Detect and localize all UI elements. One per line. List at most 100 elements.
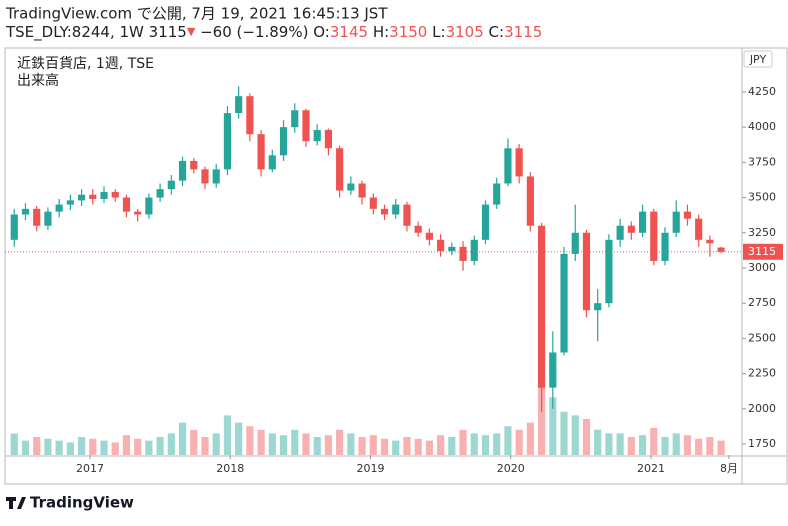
frame [4,47,788,485]
candle-body [324,129,333,149]
y-tick-label: 1750 [748,437,776,450]
candle-body [380,208,389,215]
candle-body [414,225,422,233]
volume-bar [504,426,512,455]
candle-body [156,189,164,198]
volume-bar [21,440,30,455]
volume-bar [392,440,400,455]
volume-bar [627,437,635,455]
candle-body [717,247,725,252]
candle-body [358,183,366,198]
candle-body [167,180,175,190]
volume-bar [302,433,310,455]
candle-body [302,110,310,142]
candle-body [291,110,299,128]
symbol: TSE_DLY:8244, 1W [5,23,144,42]
candle-body [616,225,624,240]
candle-body [493,183,501,205]
arrow: ▼ [187,25,196,38]
volume-bar [358,437,366,455]
volume-bar [414,438,422,455]
volume-bar [145,440,153,455]
candle-body [437,239,445,252]
volume-bar [560,411,568,455]
brand: TradingView [30,494,134,512]
candle-body [683,211,692,219]
l-value: 3105 [446,23,484,41]
candle-body [134,211,142,215]
candle-body [33,208,41,226]
y-tick-label: 3750 [748,155,776,168]
volume-bar [369,435,377,455]
volume-bar [235,422,243,455]
candle-body [235,96,243,114]
candle-body [145,197,153,215]
candle-body [392,204,400,215]
x-tick-label: 2020 [497,462,525,475]
volume-bar [10,433,18,455]
volume-bar [706,437,714,455]
candle-body [66,200,74,205]
volume-bar [336,429,344,455]
y-tick-label: 4250 [748,85,776,98]
volume-bar [526,422,534,455]
candle-body [504,148,512,184]
volume-bar [425,440,433,455]
volume-bar [481,435,490,455]
volume-bar [313,437,321,455]
volume-bar [683,435,692,455]
c-value: 3115 [504,23,542,41]
h-value: 3150 [389,23,427,41]
volume-bar [122,435,131,455]
candle-body [650,211,658,261]
currency-box[interactable] [743,50,773,68]
candle-body [706,239,714,244]
candle-body [526,176,534,226]
candle-body [627,225,635,233]
last: 3115 [149,23,187,41]
candle-body [549,352,557,388]
y-tick-label: 3250 [748,226,776,239]
volume-bar [493,433,501,455]
x-tick-label: 2019 [356,462,384,475]
y-tick-label: 2000 [748,402,776,415]
volume-bar [470,433,478,455]
candle-body [515,148,523,177]
candle-body [638,211,647,233]
x-tick-label: 8月 [720,462,738,475]
volume-bar [178,422,187,455]
y-tick-label: 2250 [748,367,776,380]
currency: JPY [749,53,767,66]
volume-bar [537,383,546,455]
volume-bar [257,429,265,455]
candle-body [571,232,579,254]
volume-bar [268,433,276,455]
candle-body [448,246,456,252]
last-price-label: 3115 [748,245,776,258]
volume-bar [111,442,119,455]
candle-body [246,96,254,135]
candle-body [223,113,232,170]
volume-bar [223,415,232,455]
candle-body [268,155,276,170]
volume-bar [459,429,467,455]
last-price-box [743,243,783,260]
candle-body [212,169,220,184]
volume-bar [571,415,579,455]
candle-body [10,214,18,240]
volume-bar [77,437,86,455]
candle-body [44,211,52,226]
volume-bar [55,440,63,455]
candle-body [190,160,198,170]
volume-bar [324,435,333,455]
candle-body [403,204,411,226]
volume-bar [515,429,523,455]
volume-bar [190,429,198,455]
candle-body [672,211,680,233]
h-label: H: [373,23,389,41]
c-label: C: [489,23,505,41]
x-tick-label: 2017 [76,462,104,475]
volume-bar [403,437,411,455]
candle-body [178,160,187,181]
